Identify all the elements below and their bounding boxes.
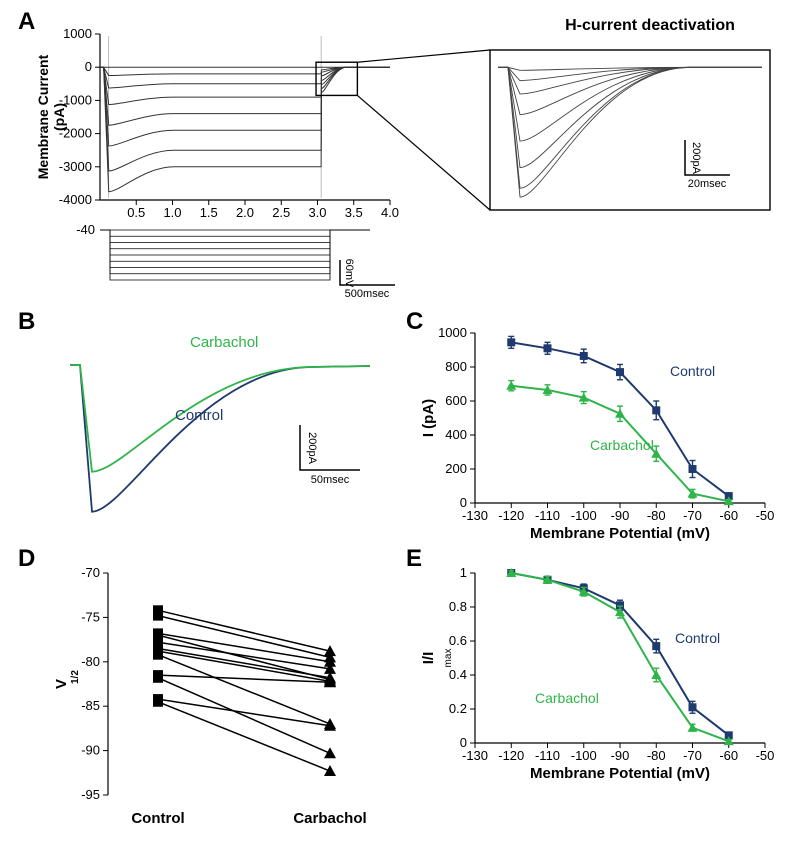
svg-text:200pA: 200pA	[690, 142, 702, 174]
svg-text:0.2: 0.2	[449, 701, 467, 716]
svg-text:-100: -100	[571, 748, 597, 763]
svg-text:0.8: 0.8	[449, 599, 467, 614]
svg-text:Control: Control	[175, 407, 223, 424]
svg-text:1/2: 1/2	[70, 670, 81, 684]
svg-text:0.6: 0.6	[449, 633, 467, 648]
svg-text:3.5: 3.5	[345, 205, 363, 220]
svg-text:3.0: 3.0	[308, 205, 326, 220]
svg-text:-90: -90	[611, 748, 630, 763]
panel-e-svg: 00.20.40.60.81-130-120-110-100-90-80-70-…	[400, 558, 780, 793]
svg-text:(pA): (pA)	[51, 103, 67, 131]
svg-text:50msec: 50msec	[311, 474, 350, 486]
svg-text:-60: -60	[719, 508, 738, 523]
svg-text:-100: -100	[571, 508, 597, 523]
svg-text:I/I: I/I	[420, 652, 437, 665]
svg-text:-95: -95	[81, 787, 100, 802]
svg-text:-70: -70	[683, 508, 702, 523]
svg-text:Carbachol: Carbachol	[293, 810, 366, 827]
svg-text:-120: -120	[498, 748, 524, 763]
svg-text:Membrane Potential (mV): Membrane Potential (mV)	[530, 525, 710, 542]
svg-text:-85: -85	[81, 698, 100, 713]
svg-text:-60: -60	[719, 748, 738, 763]
svg-text:-120: -120	[498, 508, 524, 523]
svg-text:0.5: 0.5	[127, 205, 145, 220]
svg-text:200: 200	[445, 461, 467, 476]
svg-text:200pA: 200pA	[306, 432, 318, 464]
svg-text:-80: -80	[647, 508, 666, 523]
svg-text:Control: Control	[131, 810, 184, 827]
panel-a-svg: -4000-3000-2000-1000010000.51.01.52.02.5…	[30, 10, 790, 310]
panel-d-label: D	[18, 545, 35, 573]
svg-text:2.0: 2.0	[236, 205, 254, 220]
svg-text:0.4: 0.4	[449, 667, 467, 682]
svg-text:-50: -50	[756, 748, 775, 763]
svg-text:600: 600	[445, 393, 467, 408]
svg-text:800: 800	[445, 359, 467, 374]
svg-text:1000: 1000	[63, 26, 92, 41]
svg-text:4.0: 4.0	[381, 205, 399, 220]
figure-root: { "labels": { "A": "A", "B": "B", "C": "…	[0, 0, 794, 853]
panel-b-label: B	[18, 308, 35, 336]
panel-c-svg: 02004006008001000-130-120-110-100-90-80-…	[400, 318, 780, 553]
svg-text:-40: -40	[76, 222, 95, 237]
svg-text:-4000: -4000	[59, 192, 92, 207]
svg-text:Membrane Potential (mV): Membrane Potential (mV)	[530, 765, 710, 782]
svg-text:Control: Control	[675, 630, 720, 646]
svg-text:Carbachol: Carbachol	[190, 334, 258, 351]
panel-b-svg: Carbachol Control 200pA 50msec	[40, 315, 400, 540]
svg-text:1.5: 1.5	[200, 205, 218, 220]
svg-text:-70: -70	[81, 565, 100, 580]
svg-text:-130: -130	[462, 748, 488, 763]
svg-text:Control: Control	[670, 363, 715, 379]
svg-text:max: max	[443, 649, 454, 668]
svg-text:1: 1	[460, 565, 467, 580]
svg-text:-80: -80	[647, 748, 666, 763]
svg-text:I (pA): I (pA)	[420, 399, 437, 437]
svg-text:-80: -80	[81, 654, 100, 669]
svg-text:-110: -110	[535, 748, 560, 763]
svg-text:-110: -110	[535, 508, 560, 523]
svg-text:60mV: 60mV	[343, 259, 355, 288]
svg-text:0: 0	[85, 59, 92, 74]
svg-text:-70: -70	[683, 748, 702, 763]
svg-text:500msec: 500msec	[345, 288, 390, 300]
svg-text:-75: -75	[81, 609, 100, 624]
svg-text:Membrane Current: Membrane Current	[35, 54, 51, 179]
panel-d-svg: -95 -90 -85 -80 -75 -70 V1/2 Control Carbachol	[40, 555, 400, 840]
svg-text:V: V	[53, 679, 70, 689]
svg-text:-3000: -3000	[59, 159, 92, 174]
svg-text:-130: -130	[462, 508, 488, 523]
svg-text:1.0: 1.0	[163, 205, 181, 220]
svg-text:20msec: 20msec	[688, 178, 727, 190]
svg-text:Carbachol: Carbachol	[535, 690, 599, 706]
svg-text:-50: -50	[756, 508, 775, 523]
svg-text:2.5: 2.5	[272, 205, 290, 220]
svg-text:H-current deactivation: H-current deactivation	[565, 17, 735, 34]
svg-text:-90: -90	[611, 508, 630, 523]
svg-text:1000: 1000	[438, 325, 467, 340]
svg-text:-90: -90	[81, 743, 100, 758]
svg-text:400: 400	[445, 427, 467, 442]
svg-text:Carbachol: Carbachol	[590, 437, 654, 453]
